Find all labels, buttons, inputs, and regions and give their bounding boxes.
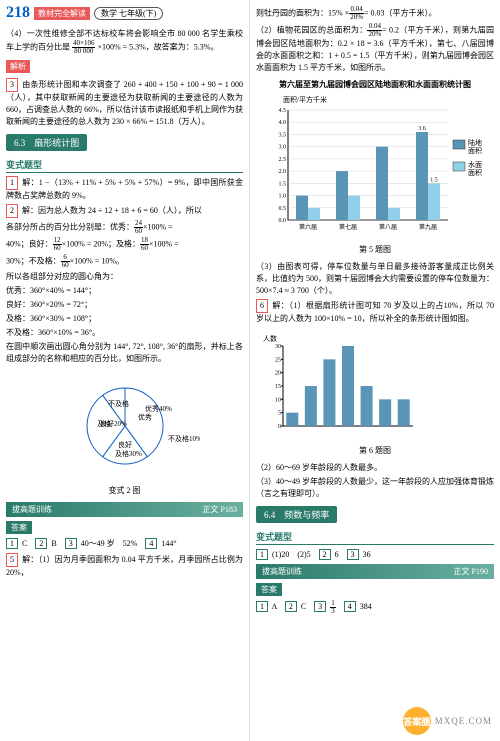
fraction: 40×10680 000 — [72, 40, 95, 55]
question-number: 3 — [6, 78, 18, 92]
bar-chart: 051015202530人数 第 6 题图 — [256, 329, 494, 458]
watermark: 答案圈 MXQE.COM — [403, 707, 492, 735]
para-percents: 各部分所占的百分比分别是：优秀：2460×100% = — [6, 220, 243, 235]
jiexi-label: 解析 — [6, 60, 30, 73]
svg-text:第八届: 第八届 — [379, 223, 397, 231]
question-number: 1 — [6, 176, 18, 190]
svg-text:陆地: 陆地 — [468, 138, 482, 147]
grouped-bar-chart: 第六届至第九届园博会园区陆地面积和水面面积统计图 0.00.51.01.52.0… — [256, 78, 494, 257]
svg-text:2.0: 2.0 — [279, 169, 287, 175]
bogao-bar: 拔高题训练 正文 P183 — [6, 502, 243, 517]
svg-text:0.5: 0.5 — [279, 205, 287, 211]
pie-chart: 优秀良好及格不及格优秀40%良好20%及格30%不及格10% 变式 2 图 — [50, 371, 200, 496]
para-bs2: 2 解：因为总人数为 24 ÷ 12 + 18 + 6 = 60（人），所以 — [6, 204, 243, 218]
question-number: 2 — [6, 204, 18, 218]
svg-text:第七届: 第七届 — [339, 223, 357, 231]
svg-text:0: 0 — [278, 424, 281, 430]
svg-text:第九届: 第九届 — [419, 223, 437, 231]
svg-text:3.6: 3.6 — [418, 126, 426, 132]
para-q6: 6 解：（1）根据扇形统计图可知 70 岁及以上的占10%，所以 70 岁以上的… — [256, 299, 494, 325]
svg-text:3.5: 3.5 — [279, 132, 287, 138]
pie-caption: 变式 2 图 — [50, 485, 200, 496]
svg-text:2.5: 2.5 — [279, 156, 287, 162]
answer-row: 1 A 2 C 3 13 4 384 — [256, 600, 494, 615]
section-6-3: 6.3 扇形统计图 — [6, 134, 87, 151]
bianshi-title: 变式题型 — [6, 158, 243, 173]
question-number: 6 — [256, 299, 268, 313]
svg-text:第六届: 第六届 — [299, 223, 317, 231]
page-number: 218 — [6, 4, 30, 22]
daan-tag-r: 答案 — [256, 583, 282, 596]
svg-text:面积: 面积 — [468, 146, 482, 155]
series-badge: 教材完全解读 — [34, 7, 90, 20]
para-r3: （3）由图表可得，停车位数量与单日最多接待游客量成正比例关系，比值约为 500，… — [256, 261, 494, 297]
svg-text:3.0: 3.0 — [279, 144, 287, 150]
answer-row: 1 C 2 B 3 40～49 岁 52% 4 144° — [6, 538, 243, 549]
subject-pill: 数学 七年级(下) — [94, 7, 163, 20]
daan-tag: 答案 — [6, 521, 32, 534]
svg-text:不及格10%: 不及格10% — [168, 434, 200, 443]
para-q3: 3 由条形统计图和本次调查了 260 + 400 + 150 + 100 + 9… — [6, 78, 243, 128]
para-r5: （2）60～69 岁年龄段的人数最多。 — [256, 462, 494, 474]
page-header: 218 教材完全解读 数学 七年级(下) — [6, 4, 243, 22]
question-number: 5 — [6, 553, 18, 567]
right-column: 则牡丹园的面积为：15% ×0.0420%= 0.03（平方千米）。 （2）植物… — [250, 0, 500, 741]
watermark-text: MXQE.COM — [435, 716, 492, 726]
svg-text:4.5: 4.5 — [279, 108, 287, 114]
para-r6: （3）40～49 岁年龄段的人数最少，这一年龄段的人应加强体育锻炼（言之有理即可… — [256, 476, 494, 500]
svg-text:1.0: 1.0 — [279, 193, 287, 199]
svg-text:面积/平方千米: 面积/平方千米 — [283, 95, 327, 104]
svg-text:人数: 人数 — [263, 334, 277, 343]
svg-text:4.0: 4.0 — [279, 120, 287, 126]
para-r1: 则牡丹园的面积为：15% ×0.0420%= 0.03（平方千米）。 — [256, 6, 494, 21]
svg-text:水面: 水面 — [468, 160, 482, 169]
svg-text:20: 20 — [275, 370, 281, 376]
bogao-bar-r: 拔高题训练 正文 P190 — [256, 564, 494, 579]
svg-text:优秀: 优秀 — [137, 413, 151, 422]
svg-text:良好20%: 良好20% — [100, 419, 127, 428]
svg-text:5: 5 — [278, 410, 281, 416]
left-column: 218 教材完全解读 数学 七年级(下) （4）一次性维修全部不达标校车将会影响… — [0, 0, 250, 741]
para-r2: （2）植物花园区的总面积为：0.0420%= 0.2（平方千米），则第九届园博会… — [256, 23, 494, 74]
svg-text:1.5: 1.5 — [430, 177, 438, 183]
svg-text:面积: 面积 — [468, 168, 482, 177]
svg-text:1.5: 1.5 — [279, 181, 287, 187]
para-bs1: 1 解：1 −（13% + 11% + 5% + 5% + 57%）= 9%，即… — [6, 176, 243, 202]
watermark-icon: 答案圈 — [403, 707, 431, 735]
svg-text:良好: 良好 — [118, 440, 132, 449]
svg-text:10: 10 — [275, 397, 281, 403]
para-q4: （4）一次性维修全部不达标校车将会影响全市 80 000 名学生乘校车上学的百分… — [6, 28, 243, 55]
svg-text:不及格: 不及格 — [108, 399, 129, 408]
section-6-4: 6.4 频数与频率 — [256, 506, 337, 523]
svg-text:优秀40%: 优秀40% — [145, 404, 172, 413]
para-q5: 5 解：（1）因为月季园面积为 0.04 平方千米，月季园所占比例为 20%， — [6, 553, 243, 579]
bianshi-title-r: 变式题型 — [256, 530, 494, 545]
svg-text:15: 15 — [275, 384, 281, 390]
answer-row: 1 (1)20 (2)5 2 6 3 36 — [256, 549, 494, 560]
svg-text:及格30%: 及格30% — [115, 449, 142, 458]
svg-text:30: 30 — [275, 344, 281, 350]
svg-text:25: 25 — [275, 357, 281, 363]
svg-text:0.0: 0.0 — [279, 218, 287, 224]
